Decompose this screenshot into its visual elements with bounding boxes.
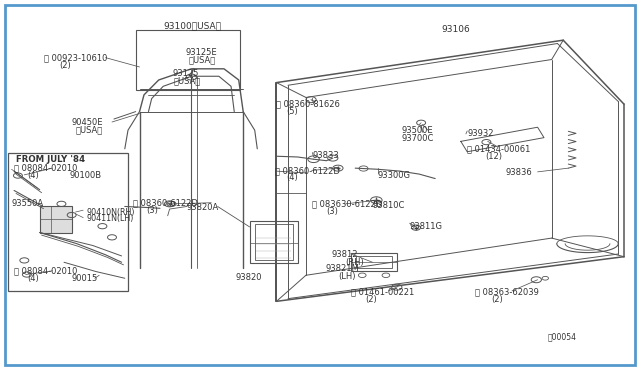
- Text: 93550A: 93550A: [12, 199, 44, 208]
- Text: 93810C: 93810C: [372, 201, 405, 210]
- Text: 93820: 93820: [236, 273, 262, 282]
- Text: 90015: 90015: [72, 274, 98, 283]
- Text: 93821M: 93821M: [325, 264, 359, 273]
- Text: 93125: 93125: [173, 69, 199, 78]
- Text: (4): (4): [27, 274, 38, 283]
- Text: (2): (2): [59, 61, 70, 70]
- Text: 90100B: 90100B: [69, 171, 101, 180]
- Text: Ⓢ 08360-81626: Ⓢ 08360-81626: [276, 100, 340, 109]
- Text: (2): (2): [365, 295, 376, 304]
- Text: 93833: 93833: [312, 151, 339, 160]
- Bar: [136, 30, 240, 90]
- Text: 93836: 93836: [506, 169, 532, 177]
- Text: Ⓑ 08084-02010: Ⓑ 08084-02010: [14, 164, 77, 173]
- Text: Ⓢ 08360-6122D: Ⓢ 08360-6122D: [133, 198, 198, 207]
- Text: 〈USA〉: 〈USA〉: [189, 56, 216, 65]
- Text: (4): (4): [287, 173, 298, 182]
- Bar: [8, 153, 128, 291]
- Text: 90450E: 90450E: [72, 118, 103, 126]
- Text: 93125E: 93125E: [186, 48, 217, 57]
- Text: 93106: 93106: [442, 25, 470, 34]
- Text: 93811G: 93811G: [410, 222, 443, 231]
- Text: 选00054: 选00054: [547, 332, 576, 341]
- Bar: [351, 253, 397, 271]
- Text: 93100〈USA〉: 93100〈USA〉: [163, 22, 221, 31]
- Text: (2): (2): [492, 295, 503, 304]
- Text: 〈USA〉: 〈USA〉: [76, 125, 103, 134]
- Text: 90410N(RH): 90410N(RH): [86, 208, 135, 217]
- Text: Ⓢ 08363-62039: Ⓢ 08363-62039: [475, 288, 539, 296]
- Bar: [255, 224, 293, 260]
- Text: 93932: 93932: [467, 129, 493, 138]
- Text: 93700C: 93700C: [402, 134, 435, 143]
- Text: Ⓢ 01434-00061: Ⓢ 01434-00061: [467, 144, 531, 153]
- Text: 93500E: 93500E: [402, 126, 433, 135]
- Text: (5): (5): [287, 107, 298, 116]
- Text: (3): (3): [146, 206, 158, 215]
- Bar: [356, 256, 392, 268]
- Bar: [40, 206, 72, 232]
- Text: Ⓢ 083630-6122D: Ⓢ 083630-6122D: [312, 199, 383, 208]
- Text: Ⓢ 08360-6122D: Ⓢ 08360-6122D: [275, 166, 340, 175]
- Text: 93820A: 93820A: [187, 203, 219, 212]
- Bar: [250, 221, 298, 263]
- Text: (LH): (LH): [338, 272, 355, 280]
- Text: FROM JULY '84: FROM JULY '84: [16, 155, 85, 164]
- Text: ⓘ 00923-10610: ⓘ 00923-10610: [44, 53, 107, 62]
- Text: 93300G: 93300G: [378, 171, 411, 180]
- Text: (3): (3): [326, 207, 339, 216]
- Text: Ⓑ 08084-02010: Ⓑ 08084-02010: [14, 266, 77, 275]
- Text: 90411N(LH): 90411N(LH): [86, 214, 134, 223]
- Text: Ⓢ 01461-00221: Ⓢ 01461-00221: [351, 288, 414, 296]
- Text: (12): (12): [485, 152, 502, 161]
- Text: (4): (4): [27, 171, 38, 180]
- Text: (RH): (RH): [346, 258, 364, 267]
- Text: 〈USA〉: 〈USA〉: [174, 77, 202, 86]
- Text: 93812: 93812: [332, 250, 358, 259]
